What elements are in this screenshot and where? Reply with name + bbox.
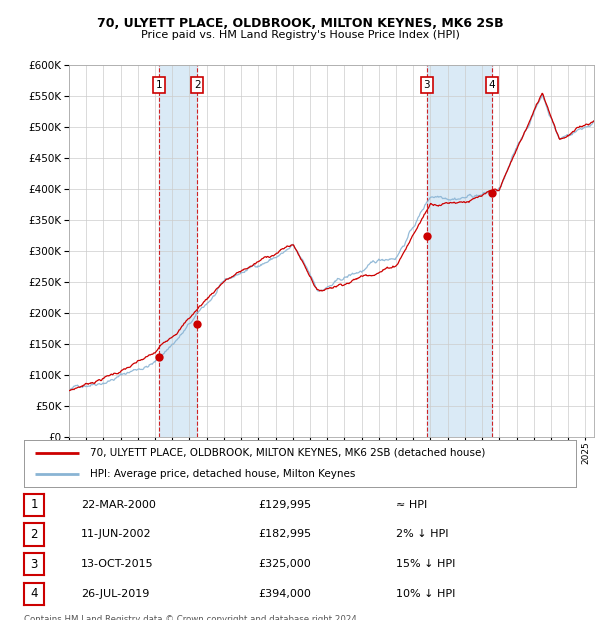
Text: ≈ HPI: ≈ HPI [396,500,427,510]
Text: 3: 3 [424,80,430,90]
Text: £129,995: £129,995 [258,500,311,510]
Bar [159,65,197,437]
Text: Price paid vs. HM Land Registry's House Price Index (HPI): Price paid vs. HM Land Registry's House … [140,30,460,40]
Text: 2% ↓ HPI: 2% ↓ HPI [396,529,449,539]
Text: 11-JUN-2002: 11-JUN-2002 [81,529,152,539]
Text: £182,995: £182,995 [258,529,311,539]
Text: 70, ULYETT PLACE, OLDBROOK, MILTON KEYNES, MK6 2SB: 70, ULYETT PLACE, OLDBROOK, MILTON KEYNE… [97,17,503,30]
Text: 15% ↓ HPI: 15% ↓ HPI [396,559,455,569]
Text: 10% ↓ HPI: 10% ↓ HPI [396,589,455,599]
Text: 26-JUL-2019: 26-JUL-2019 [81,589,149,599]
Text: Contains HM Land Registry data © Crown copyright and database right 2024.
This d: Contains HM Land Registry data © Crown c… [24,615,359,620]
Text: 2: 2 [31,528,38,541]
Text: £394,000: £394,000 [258,589,311,599]
Bar [427,65,492,437]
Text: HPI: Average price, detached house, Milton Keynes: HPI: Average price, detached house, Milt… [90,469,356,479]
Text: 3: 3 [31,558,38,570]
Text: 2: 2 [194,80,200,90]
Text: 1: 1 [31,498,38,511]
Text: 13-OCT-2015: 13-OCT-2015 [81,559,154,569]
Text: £325,000: £325,000 [258,559,311,569]
Text: 70, ULYETT PLACE, OLDBROOK, MILTON KEYNES, MK6 2SB (detached house): 70, ULYETT PLACE, OLDBROOK, MILTON KEYNE… [90,448,485,458]
Text: 4: 4 [31,588,38,600]
Text: 22-MAR-2000: 22-MAR-2000 [81,500,156,510]
Text: 4: 4 [488,80,495,90]
Text: 1: 1 [155,80,162,90]
